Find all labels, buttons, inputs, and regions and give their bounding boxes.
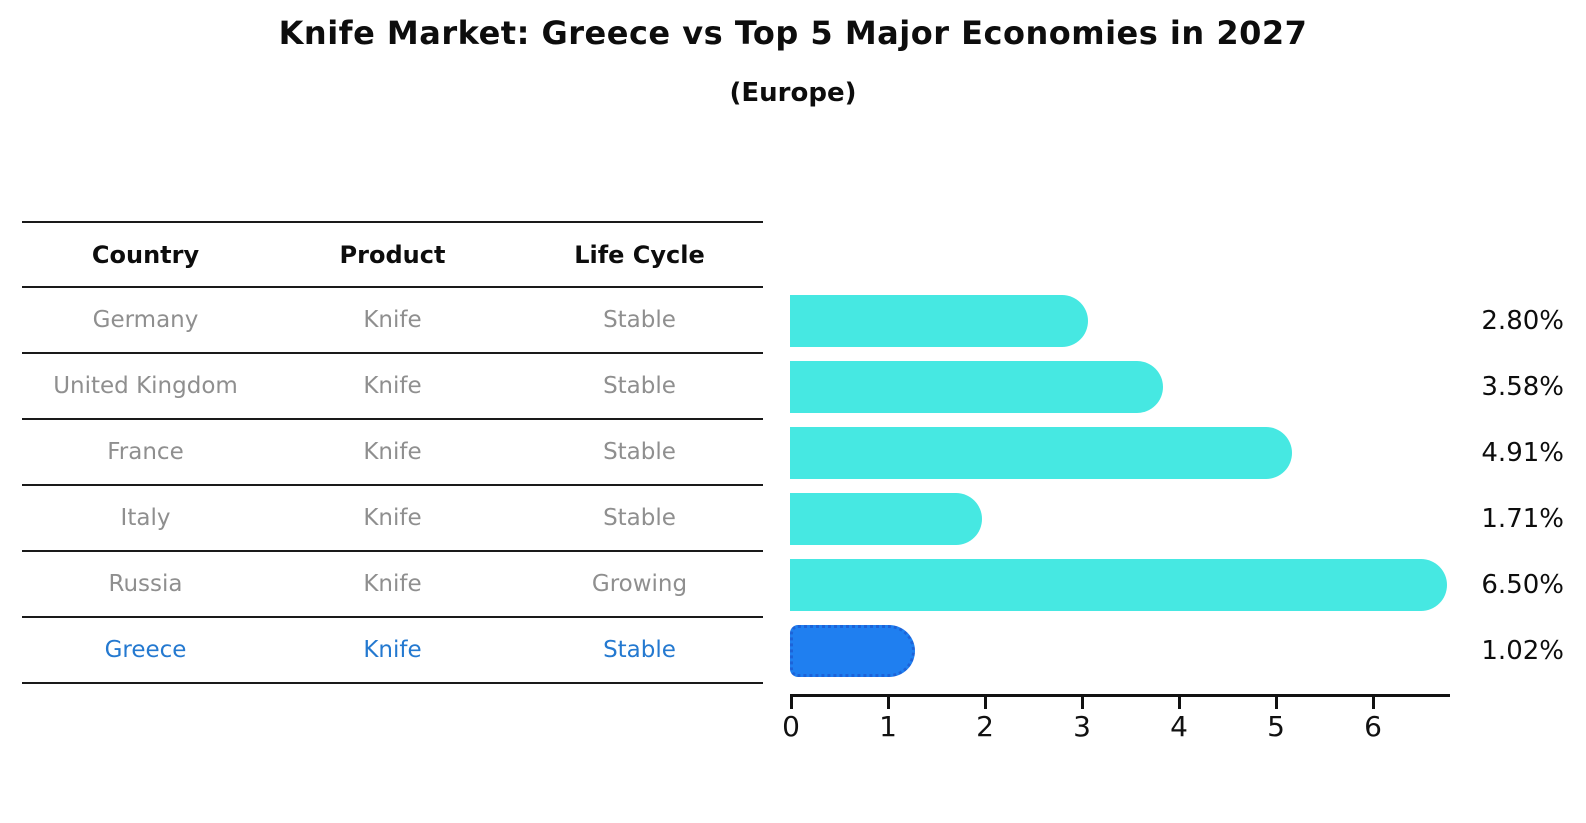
table-row: Italy Knife Stable [22, 486, 763, 552]
life-cycle-cell: Growing [591, 571, 688, 597]
column-header-product: Product [339, 240, 446, 269]
column-header-country: Country [91, 240, 200, 269]
x-axis-tick-mark [984, 697, 987, 709]
x-axis-tick-mark [1081, 697, 1084, 709]
x-axis-tick-label: 3 [1073, 710, 1091, 743]
life-cycle-cell: Stable [603, 439, 676, 465]
x-axis: 0 1 2 3 4 5 6 [782, 694, 1450, 750]
table-row: France Knife Stable [22, 420, 763, 486]
life-cycle-cell: Stable [603, 637, 676, 663]
chart-title: Knife Market: Greece vs Top 5 Major Econ… [278, 14, 1308, 52]
x-axis-tick-label: 2 [976, 710, 994, 743]
product-cell: Knife [363, 571, 422, 597]
value-label: 2.80% [1481, 306, 1564, 336]
bar-russia [790, 559, 1447, 611]
x-axis-tick-mark [790, 697, 793, 709]
value-labels-column: 2.80% 3.58% 4.91% 1.71% 6.50% 1.02% [1448, 288, 1564, 684]
bar-france [790, 427, 1293, 479]
bar-highlight-greece [790, 625, 915, 677]
x-axis-tick-label: 1 [879, 710, 897, 743]
comparison-table: Country Product Life Cycle Germany Knife S… [22, 221, 763, 684]
value-label: 6.50% [1481, 570, 1564, 600]
life-cycle-cell: Stable [603, 307, 676, 333]
value-label: 4.91% [1481, 438, 1564, 468]
value-label: 3.58% [1481, 372, 1564, 402]
x-axis-tick-mark [887, 697, 890, 709]
country-cell: Germany [92, 307, 199, 333]
column-header-life-cycle: Life Cycle [574, 240, 705, 269]
country-cell: Russia [108, 571, 183, 597]
chart-subtitle: (Europe) [729, 78, 857, 108]
bar-united-kingdom [790, 361, 1164, 413]
x-axis-tick-mark [1275, 697, 1278, 709]
x-axis-tick-mark [1178, 697, 1181, 709]
value-label: 1.02% [1481, 636, 1564, 666]
product-cell: Knife [363, 439, 422, 465]
country-cell: Italy [120, 505, 171, 531]
table-row: United Kingdom Knife Stable [22, 354, 763, 420]
table-row: Russia Knife Growing [22, 552, 763, 618]
x-axis-line [790, 694, 1450, 697]
product-cell: Knife [363, 637, 422, 663]
product-cell: Knife [363, 505, 422, 531]
bars-area [790, 288, 1450, 684]
life-cycle-cell: Stable [603, 505, 676, 531]
product-cell: Knife [363, 373, 422, 399]
x-axis-tick-label: 6 [1364, 710, 1382, 743]
country-cell: France [107, 439, 184, 465]
product-cell: Knife [363, 307, 422, 333]
bar-germany [790, 295, 1088, 347]
table-row: Germany Knife Stable [22, 288, 763, 354]
country-cell: Greece [104, 637, 187, 663]
life-cycle-cell: Stable [603, 373, 676, 399]
x-axis-tick-label: 0 [782, 710, 800, 743]
table-header-row: Country Product Life Cycle [22, 221, 763, 288]
value-label: 1.71% [1481, 504, 1564, 534]
country-cell: United Kingdom [53, 373, 238, 399]
table-row: Greece Knife Stable [22, 618, 763, 684]
x-axis-tick-label: 5 [1267, 710, 1285, 743]
bar-italy [790, 493, 982, 545]
x-axis-tick-mark [1372, 697, 1375, 709]
x-axis-tick-label: 4 [1170, 710, 1188, 743]
table-body: Germany Knife Stable United Kingdom Knife Sta… [22, 288, 763, 684]
